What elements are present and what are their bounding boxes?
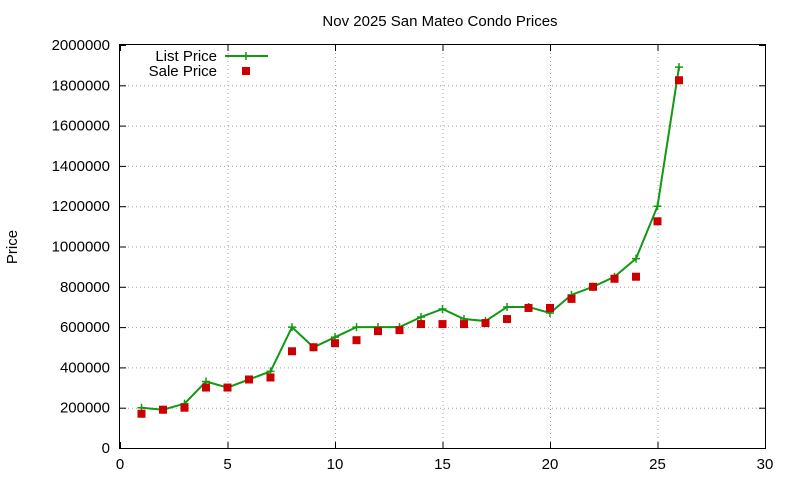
list-price-line	[141, 67, 680, 411]
sale-price-point	[331, 339, 339, 348]
sale-price-point	[309, 343, 318, 352]
sale-price-point	[352, 336, 361, 345]
list-price-point	[352, 323, 361, 332]
sale-price-point	[374, 327, 382, 336]
y-tick-label: 1000000	[52, 239, 110, 256]
legend-marker-list-price	[242, 52, 250, 60]
y-tick-label: 2000000	[52, 37, 110, 54]
legend-label-list-price: List Price	[155, 48, 217, 65]
x-tick-label: 30	[757, 456, 774, 473]
sale-price-point	[589, 282, 597, 291]
list-price-point	[653, 202, 662, 211]
list-price-point	[288, 323, 296, 332]
series-list-price	[137, 63, 683, 414]
series-layer	[137, 63, 683, 418]
sale-price-point	[202, 383, 210, 392]
list-price-point	[675, 63, 683, 72]
x-tick-labels: 0 5 10 15 20 25 30	[116, 456, 774, 473]
x-tick-label: 20	[542, 456, 559, 473]
legend-marker-sale-price	[242, 67, 250, 75]
y-tick-label: 1200000	[52, 198, 110, 215]
x-tick-label: 0	[116, 456, 124, 473]
y-tick-label: 600000	[60, 319, 110, 336]
list-price-point	[438, 304, 447, 313]
y-tick-label: 1400000	[52, 158, 110, 175]
y-tick-label: 1600000	[52, 118, 110, 135]
chart-title: Nov 2025 San Mateo Condo Prices	[322, 13, 557, 30]
x-tick-label: 10	[327, 456, 344, 473]
list-price-point	[417, 313, 425, 322]
y-tick-label: 1800000	[52, 77, 110, 94]
y-tick-label: 0	[102, 440, 110, 457]
x-tick-label: 5	[223, 456, 231, 473]
legend: List Price Sale Price	[149, 48, 268, 80]
sale-price-point	[245, 375, 253, 384]
x-tick-label: 25	[649, 456, 666, 473]
sale-price-point	[632, 272, 640, 281]
y-tick-label: 800000	[60, 279, 110, 296]
axis-ticks	[120, 45, 766, 449]
sale-price-point	[395, 326, 404, 335]
sale-price-point	[137, 409, 146, 418]
sale-price-point	[503, 315, 511, 324]
grid-lines	[120, 45, 765, 448]
sale-price-point	[180, 403, 189, 412]
sale-price-point	[460, 320, 468, 329]
sale-price-point	[481, 319, 490, 328]
sale-price-point	[223, 383, 232, 392]
sale-price-point	[266, 373, 275, 382]
x-tick-label: 15	[434, 456, 451, 473]
sale-price-point	[159, 405, 167, 414]
sale-price-point	[567, 294, 576, 303]
y-axis-label: Price	[4, 230, 21, 264]
list-price-point	[503, 302, 511, 311]
sale-price-point	[675, 76, 683, 85]
sale-price-point	[438, 320, 447, 329]
sale-price-point	[653, 217, 662, 226]
sale-price-point	[417, 320, 425, 329]
y-tick-labels: 0 200000 400000 600000 800000 1000000 1200000 1…	[52, 37, 110, 457]
sale-price-point	[546, 303, 554, 312]
sale-price-point	[288, 347, 296, 356]
list-price-point	[632, 254, 640, 263]
y-tick-label: 400000	[60, 359, 110, 376]
sale-price-point	[524, 303, 533, 312]
series-sale-price	[137, 76, 683, 418]
plot-frame	[119, 44, 766, 449]
y-tick-label: 200000	[60, 400, 110, 417]
sale-price-point	[610, 274, 619, 283]
legend-label-sale-price: Sale Price	[149, 63, 217, 80]
